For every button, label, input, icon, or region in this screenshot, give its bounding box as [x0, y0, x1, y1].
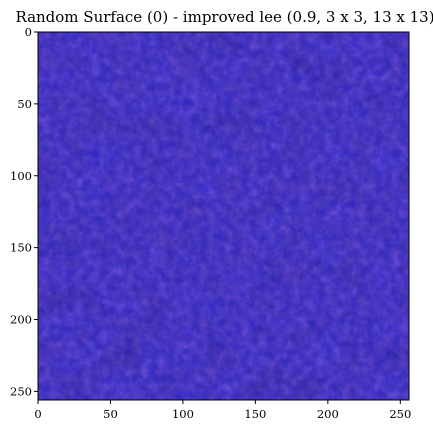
y-axis: 0 50 100 150 200 250: [10, 25, 38, 398]
x-tick-label: 150: [244, 407, 266, 421]
x-axis: 0 50 100 150 200 250: [34, 400, 411, 421]
y-tick-label: 150: [10, 241, 32, 255]
y-tick-label: 50: [17, 97, 32, 111]
heatmap-image: [37, 31, 410, 401]
y-tick-label: 0: [25, 25, 32, 39]
y-tick-label: 250: [10, 384, 32, 398]
x-tick-label: 250: [389, 407, 411, 421]
x-tick-label: 100: [172, 407, 194, 421]
x-tick-label: 0: [34, 407, 41, 421]
axes-frame: [37, 31, 410, 401]
y-tick-label: 200: [10, 313, 32, 327]
y-tick-label: 100: [10, 169, 32, 183]
chart-title: Random Surface (0) - improved lee (0.9, …: [15, 8, 433, 26]
x-tick-label: 200: [317, 407, 339, 421]
x-tick-label: 50: [103, 407, 118, 421]
heatmap-coarse-texture: [38, 32, 409, 400]
